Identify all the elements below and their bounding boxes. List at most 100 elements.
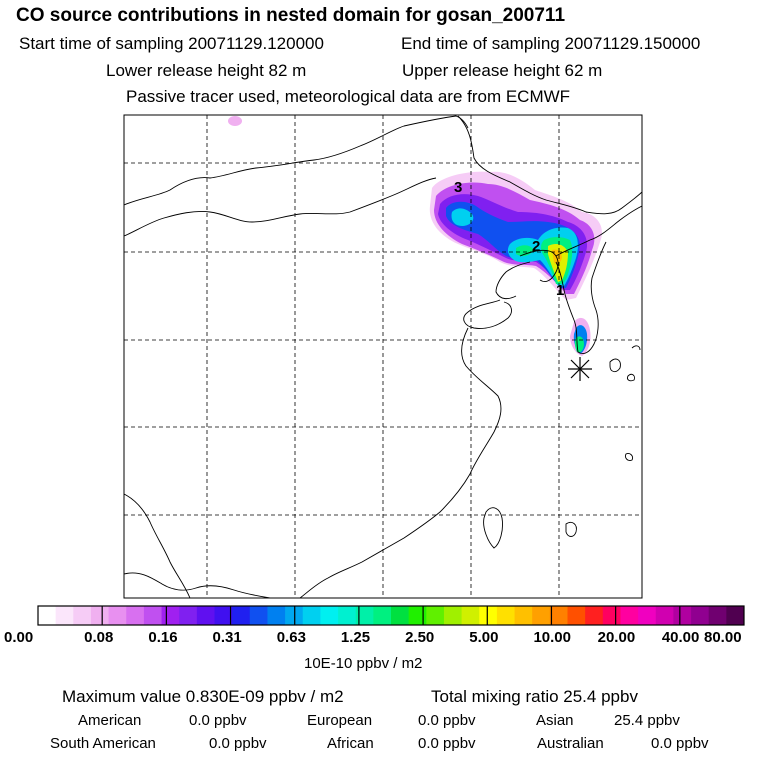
colorbar-tick-label: 0.31 (212, 629, 242, 646)
border-northeast-china (457, 115, 642, 215)
region-australian-value: 0.0 ppbv (651, 735, 709, 752)
colorbar-segment (320, 606, 339, 625)
colorbar-segment (338, 606, 357, 625)
region-american-name: American (78, 712, 142, 729)
colorbar-segment (655, 606, 674, 625)
lower-release-height-label: Lower release height 82 m (106, 61, 307, 80)
end-time-label: End time of sampling 20071129.150000 (401, 34, 701, 53)
plume-blob-top (228, 116, 242, 126)
colorbar-segment (691, 606, 710, 625)
colorbar-segment (620, 606, 639, 625)
region-european-name: European (307, 712, 373, 729)
colorbar-segment (373, 606, 392, 625)
colorbar-segment (73, 606, 92, 625)
colorbar-segment (443, 606, 462, 625)
marker-label-2: 2 (532, 238, 540, 255)
colorbar-segment (161, 606, 180, 625)
map-frame (123, 114, 643, 599)
colorbar-tick-label: 10.00 (533, 629, 571, 646)
colorbar-tick-label: 2.50 (405, 629, 435, 646)
colorbar-segment (302, 606, 321, 625)
chart-title: CO source contributions in nested domain… (16, 5, 566, 26)
marker-label-1: 1 (556, 282, 564, 299)
colorbar-tick-label: 20.00 (597, 629, 636, 646)
border-west (124, 493, 191, 598)
colorbar-segment (673, 606, 692, 625)
colorbar-segment (461, 606, 480, 625)
border-korea (555, 205, 642, 257)
grid (124, 115, 642, 598)
receptor-star-icon (568, 357, 592, 381)
colorbar-segment (638, 606, 657, 625)
region-european-value: 0.0 ppbv (418, 712, 476, 729)
colorbar-segment (232, 606, 251, 625)
colorbar-tick-label: 80.00 (704, 629, 742, 646)
colorbar-segment (567, 606, 586, 625)
coast-east-china (299, 327, 502, 598)
border-mongolia-south (124, 177, 437, 237)
region-australian-name: Australian (537, 735, 604, 752)
colorbar-segment (55, 606, 74, 625)
colorbar-tick-label: 0.16 (148, 629, 178, 646)
coastlines (124, 115, 642, 598)
colorbar-segment (143, 606, 162, 625)
colorbar-segment (708, 606, 727, 625)
colorbar-segment (514, 606, 533, 625)
coast-taiwan (483, 507, 503, 549)
region-south-american-name: South American (50, 735, 156, 752)
coast-japan (609, 345, 641, 461)
colorbar-segment (408, 606, 427, 625)
border-mongolia-north (124, 115, 469, 206)
colorbar-segment (602, 606, 621, 625)
max-value-label: Maximum value 0.830E-09 ppbv / m2 (62, 687, 344, 706)
region-african-name: African (327, 735, 374, 752)
colorbar (37, 605, 745, 626)
colorbar-segment (90, 606, 109, 625)
colorbar-segment (126, 606, 145, 625)
colorbar-tick-label: 0.08 (84, 629, 114, 646)
marker-label-3: 3 (454, 179, 462, 196)
colorbar-tick-label: 5.00 (469, 629, 499, 646)
tracer-info-label: Passive tracer used, meteorological data… (126, 87, 571, 106)
colorbar-segment (214, 606, 233, 625)
coast-korea (555, 241, 607, 355)
region-asian-name: Asian (536, 712, 574, 729)
colorbar-segment (355, 606, 374, 625)
coast-luzon (565, 521, 577, 537)
colorbar-segment (108, 606, 127, 625)
colorbar-ticks (101, 606, 681, 625)
colorbar-segment (249, 606, 268, 625)
colorbar-tick-label: 0.63 (276, 629, 306, 646)
coast-bohai (495, 249, 559, 300)
colorbar-segment (549, 606, 568, 625)
upper-release-height-label: Upper release height 62 m (402, 61, 603, 80)
colorbar-segment (726, 606, 745, 625)
start-time-label: Start time of sampling 20071129.120000 (19, 34, 324, 53)
region-american-value: 0.0 ppbv (189, 712, 247, 729)
colorbar-segment (479, 606, 498, 625)
colorbar-segment (496, 606, 515, 625)
colorbar-segment (426, 606, 445, 625)
region-african-value: 0.0 ppbv (418, 735, 476, 752)
coast-shandong (463, 299, 512, 329)
colorbar-segment (532, 606, 551, 625)
colorbar-frame (37, 605, 745, 626)
total-mixing-ratio-label: Total mixing ratio 25.4 ppbv (431, 687, 638, 706)
colorbar-segment (391, 606, 410, 625)
colorbar-tick-label: 40.00 (661, 629, 700, 646)
colorbar-segment (179, 606, 198, 625)
plume-field (228, 116, 602, 356)
border-south-china (124, 572, 271, 598)
colorbar-segment (585, 606, 604, 625)
region-south-american-value: 0.0 ppbv (209, 735, 267, 752)
colorbar-segment (38, 606, 57, 625)
colorbar-segment (196, 606, 215, 625)
colorbar-tick-label: 0.00 (4, 629, 34, 646)
colorbar-segment (285, 606, 304, 625)
colorbar-unit-label: 10E-10 ppbv / m2 (304, 655, 423, 672)
colorbar-tick-label: 1.25 (340, 629, 371, 646)
colorbar-segment (267, 606, 286, 625)
plume-level-cyan (451, 208, 578, 286)
plume-level-core (552, 249, 562, 265)
